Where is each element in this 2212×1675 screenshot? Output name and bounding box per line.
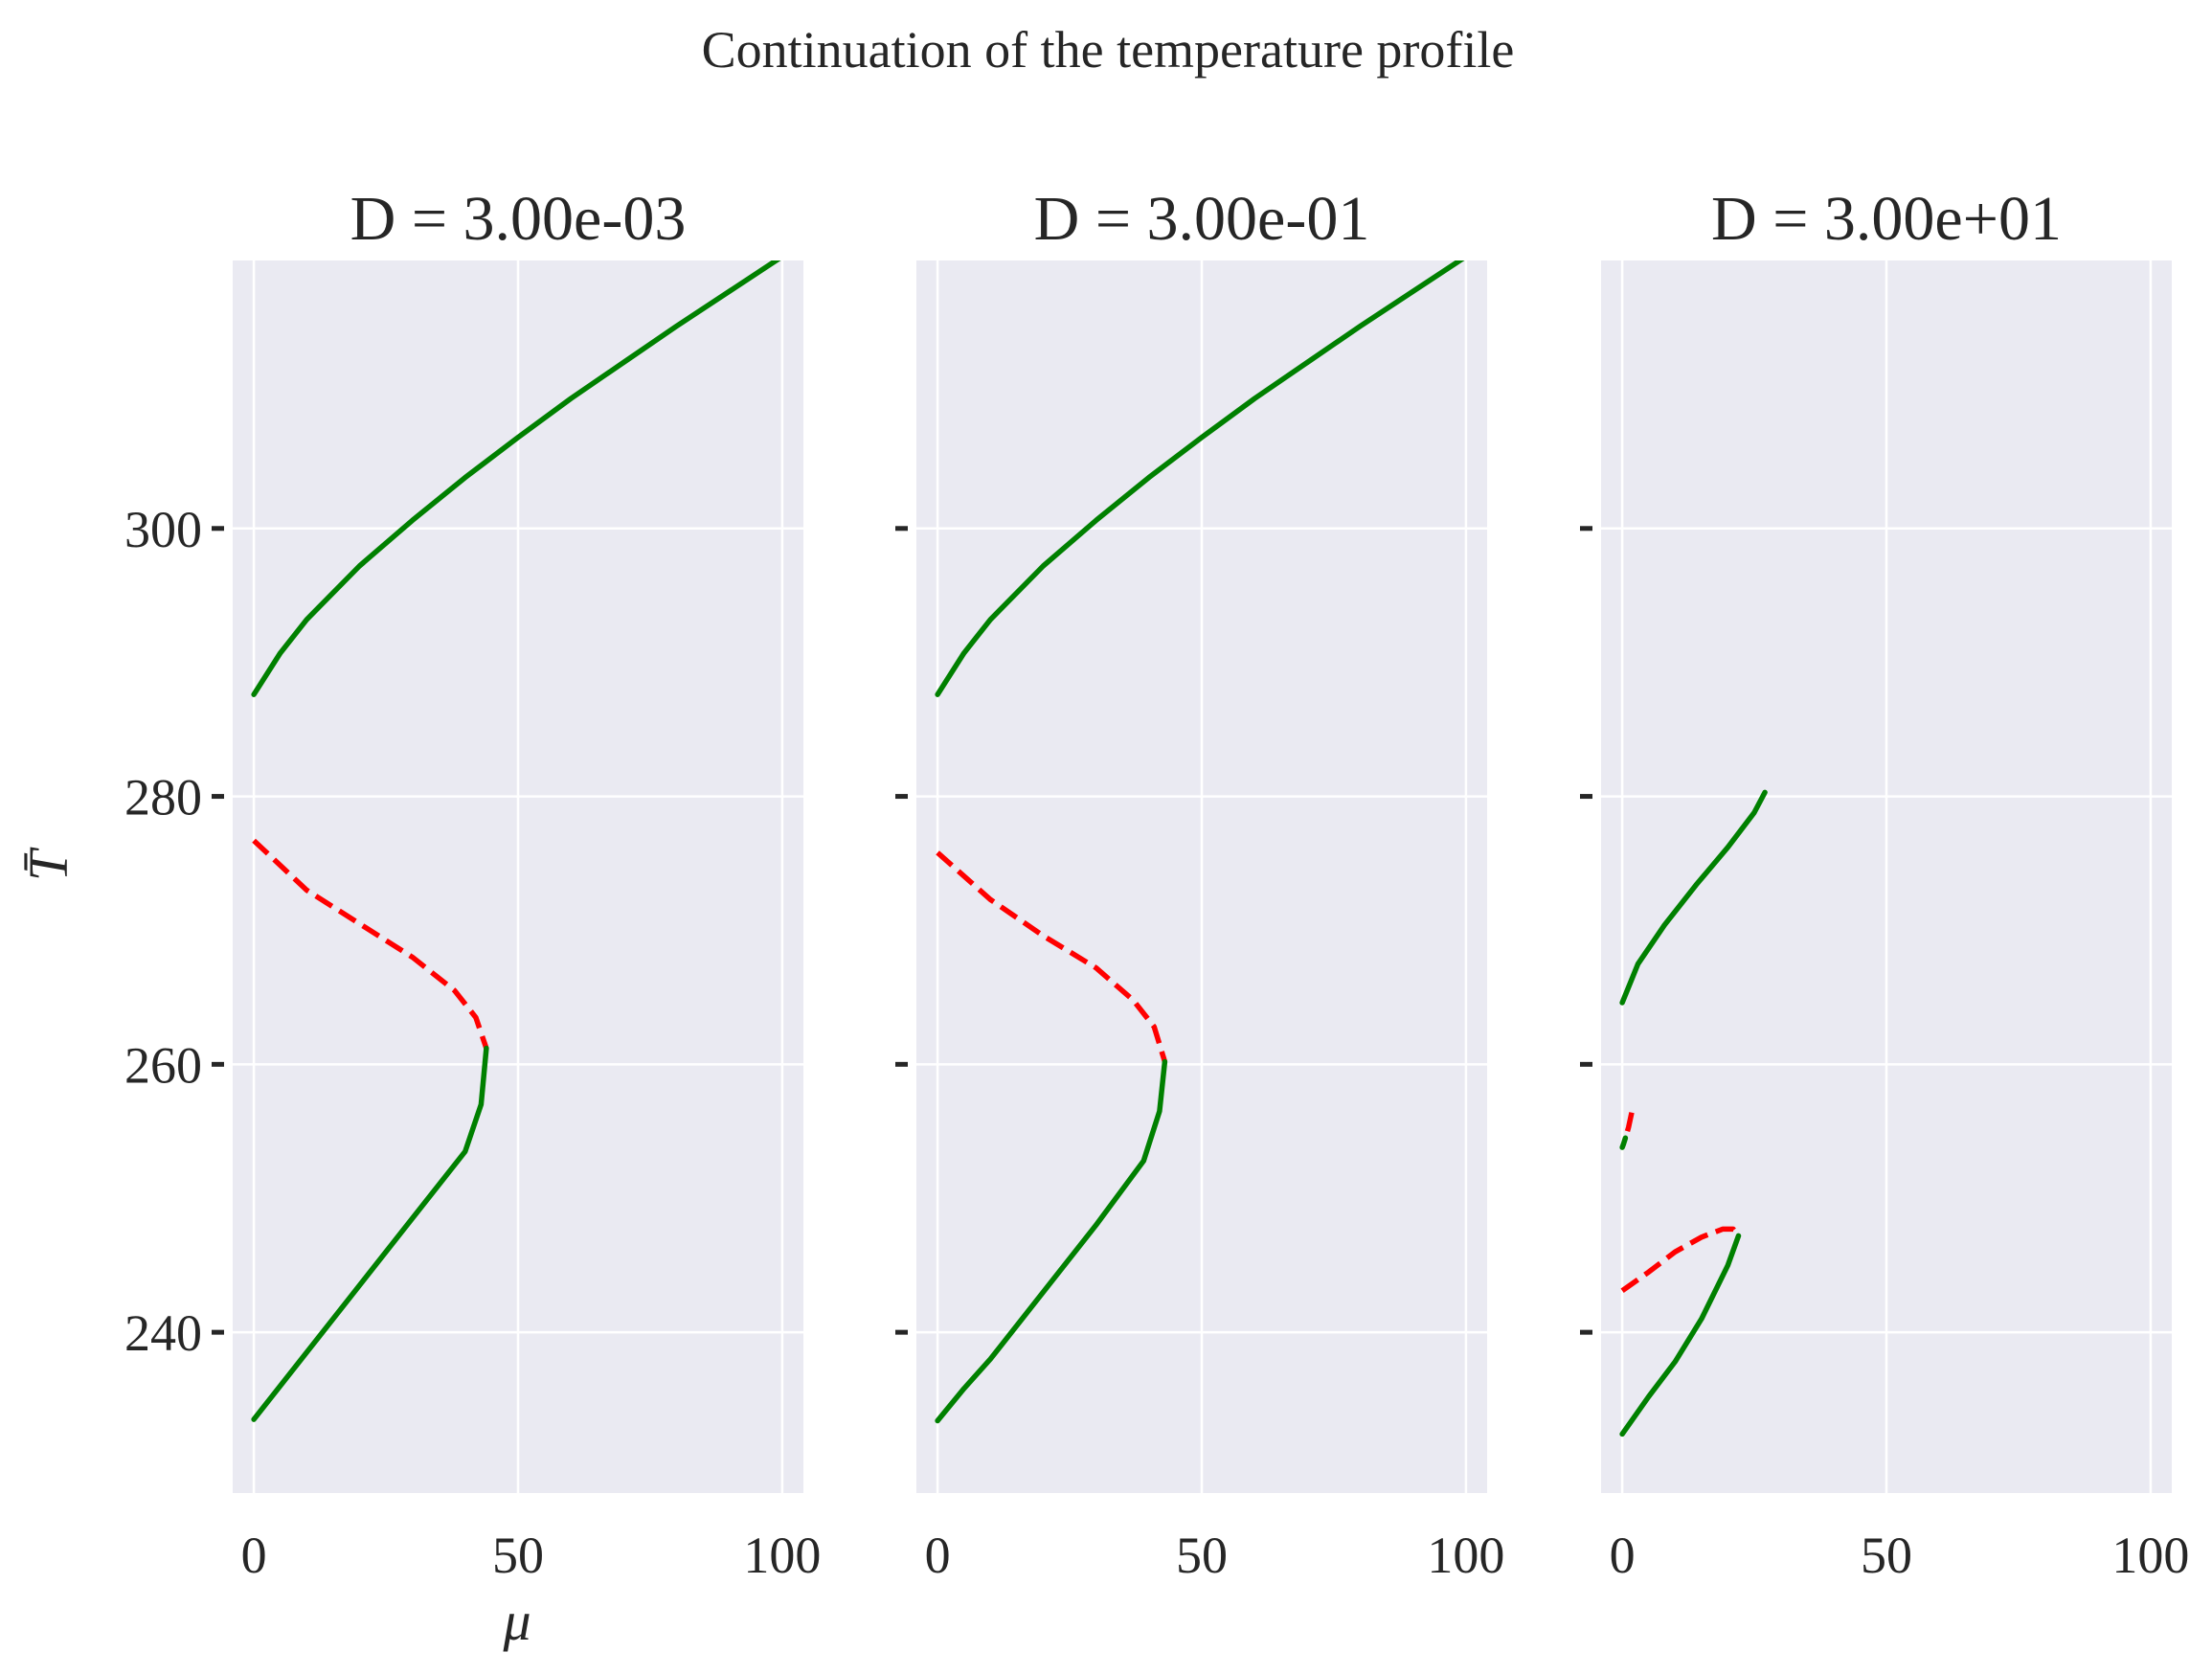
stable-branch-line [1619, 1135, 1629, 1150]
subplot-title: D = 3.00e+01 [1711, 184, 2062, 254]
unstable-branch-line [936, 850, 1168, 1063]
series-group [1619, 789, 1768, 1437]
unstable-branch-line [252, 838, 489, 1050]
subplot-title: D = 3.00e-01 [1034, 184, 1370, 254]
stable-branch-line [251, 260, 781, 697]
x-tick-label: 50 [1176, 1527, 1228, 1584]
x-tick-label: 0 [1610, 1527, 1636, 1584]
series-group [935, 260, 1465, 1424]
subplots: 240 260 280 300 0 50 100 D = 3.00e-03 0 50 100 D = … [124, 184, 2189, 1584]
subplot-title: D = 3.00e-03 [350, 184, 687, 254]
stable-branch-line [251, 1045, 489, 1422]
stable-branch-line [1619, 789, 1768, 1006]
x-tick-label: 100 [2111, 1527, 2189, 1584]
subplot-3: 0 50 100 D = 3.00e+01 [1580, 184, 2189, 1584]
y-tick-label: 280 [124, 769, 202, 826]
x-tick-label: 50 [492, 1527, 544, 1584]
x-tick-label: 0 [925, 1527, 951, 1584]
stable-branch-line [935, 1058, 1168, 1424]
series-group [251, 260, 781, 1422]
x-tick-label: 100 [743, 1527, 821, 1584]
y-axis-label: T̄ [17, 847, 79, 881]
y-tick-label: 240 [124, 1304, 202, 1362]
y-tick-label: 300 [124, 501, 202, 558]
figure-suptitle: Continuation of the temperature profile [702, 21, 1515, 79]
unstable-branch-line [1620, 1226, 1741, 1294]
y-tick-label: 260 [124, 1036, 202, 1094]
x-axis-label: μ [502, 1590, 530, 1652]
stable-branch-line [935, 260, 1465, 697]
x-tick-label: 100 [1427, 1527, 1504, 1584]
x-tick-label: 0 [241, 1527, 267, 1584]
stable-branch-line [1619, 1233, 1742, 1437]
subplot-2: 0 50 100 D = 3.00e-01 [895, 184, 1504, 1584]
x-tick-label: 50 [1861, 1527, 1912, 1584]
unstable-branch-line [1622, 1112, 1635, 1140]
subplot-1: 240 260 280 300 0 50 100 D = 3.00e-03 [124, 184, 821, 1584]
